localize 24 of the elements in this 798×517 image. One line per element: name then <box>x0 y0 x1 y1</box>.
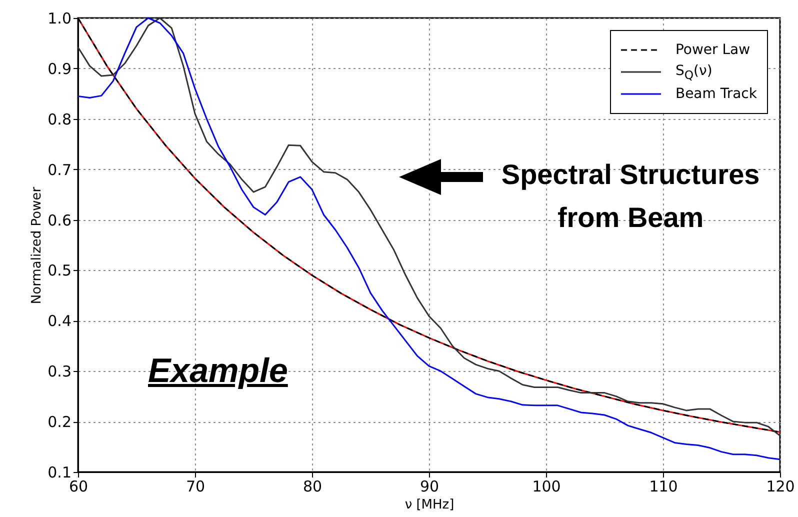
y-tick-label: 0.7 <box>48 160 72 179</box>
y-tick-label: 0.6 <box>48 211 72 230</box>
legend-label: S$_{Q}$(ν) <box>675 62 712 82</box>
y-tick-label: 0.9 <box>48 60 72 78</box>
x-tick-label: 90 <box>420 478 440 496</box>
annotation: Example <box>148 352 288 391</box>
y-tick-label: 0.4 <box>48 312 72 330</box>
annotation: Spectral Structures from Beam <box>501 158 760 235</box>
x-axis-title: ν [MHz] <box>404 498 454 512</box>
x-tick-label: 110 <box>649 478 678 496</box>
x-tick-label: 70 <box>186 478 206 496</box>
legend-label: Beam Track <box>675 86 757 102</box>
y-tick-label: 0.5 <box>48 262 72 280</box>
legend-label: Power Law <box>675 42 750 58</box>
y-axis-title: Normalized Power <box>30 186 45 304</box>
y-tick-label: 0.8 <box>48 110 72 128</box>
y-tick-label: 0.1 <box>48 464 72 482</box>
x-tick-label: 60 <box>68 478 88 496</box>
y-tick-label: 1.0 <box>48 10 72 28</box>
x-tick-label: 120 <box>766 478 795 496</box>
y-tick-label: 0.2 <box>48 413 72 432</box>
x-tick-label: 80 <box>302 478 322 496</box>
y-tick-label: 0.3 <box>48 362 72 381</box>
x-tick-label: 100 <box>532 478 561 496</box>
